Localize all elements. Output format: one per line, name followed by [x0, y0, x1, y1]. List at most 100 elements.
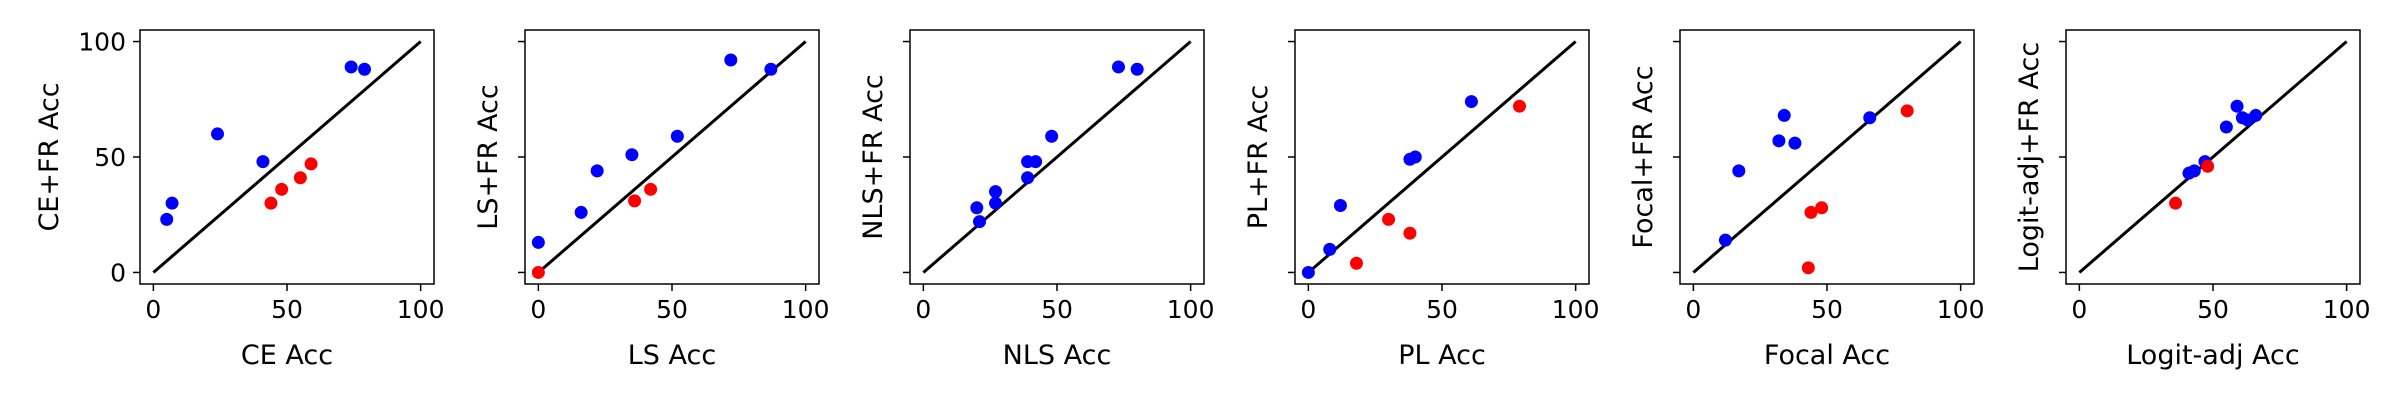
data-point-2 — [574, 205, 588, 219]
data-point-2 — [1323, 242, 1337, 256]
y-tick-label: 0 — [110, 258, 126, 287]
data-point-1 — [1301, 265, 1315, 279]
data-point-6 — [1464, 95, 1478, 109]
data-point-7 — [764, 62, 778, 76]
data-point-1 — [1718, 233, 1732, 247]
data-point-9 — [293, 171, 307, 185]
y-axis-label: LS+FR Acc — [473, 84, 504, 229]
subplot-3: 0 50 100 NLS Acc NLS+FR Acc — [858, 29, 1215, 371]
data-point-5 — [2230, 99, 2244, 113]
x-tick-label: 100 — [2323, 295, 2371, 324]
y-tick-label: 50 — [94, 143, 126, 172]
subplot-5: 0 50 100 Focal Acc Focal+FR Acc — [1628, 29, 1985, 371]
data-point-3 — [590, 164, 604, 178]
subplot-1: 0 50 100 0 50 100 CE Acc CE+FR Acc — [34, 28, 444, 371]
data-point-10 — [1900, 104, 1914, 118]
data-point-5 — [344, 60, 358, 74]
data-point-10 — [644, 182, 658, 196]
data-point-7 — [1801, 261, 1815, 275]
x-tick-label: 50 — [1426, 295, 1458, 324]
data-point-4 — [989, 185, 1003, 199]
data-point-6 — [1863, 111, 1877, 125]
y-axis-label: CE+FR Acc — [34, 82, 65, 231]
x-axis-label: NLS Acc — [1003, 340, 1112, 371]
x-tick-label: 100 — [397, 295, 445, 324]
data-point-9 — [1815, 201, 1829, 215]
diagonal-line — [922, 40, 1192, 274]
data-point-6 — [358, 62, 372, 76]
data-point-5 — [1788, 136, 1802, 150]
data-point-8 — [275, 182, 289, 196]
diagonal-line — [537, 40, 807, 274]
data-point-3 — [989, 196, 1003, 210]
data-point-3 — [211, 127, 225, 141]
x-tick-label: 50 — [271, 295, 303, 324]
data-point-9 — [1403, 226, 1417, 240]
x-tick-label: 0 — [1300, 295, 1316, 324]
data-point-4 — [256, 155, 270, 169]
data-point-3 — [1333, 198, 1347, 212]
x-tick-label: 50 — [2197, 295, 2229, 324]
data-point-9 — [628, 194, 642, 208]
data-point-2 — [2187, 164, 2201, 178]
data-point-2 — [165, 196, 179, 210]
data-point-4 — [2219, 120, 2233, 134]
data-point-8 — [2249, 108, 2263, 122]
data-point-6 — [724, 53, 738, 67]
y-tick-label: 100 — [78, 28, 126, 57]
data-point-8 — [531, 265, 545, 279]
x-tick-label: 100 — [1167, 295, 1215, 324]
x-tick-label: 0 — [1685, 295, 1701, 324]
data-point-8 — [1382, 212, 1396, 226]
x-axis-label: LS Acc — [628, 340, 716, 371]
x-tick-label: 100 — [1937, 295, 1985, 324]
data-point-2 — [970, 201, 984, 215]
data-point-1 — [531, 235, 545, 249]
data-point-2 — [1732, 164, 1746, 178]
x-tick-label: 0 — [915, 295, 931, 324]
data-point-10 — [304, 157, 318, 171]
diagonal-line — [152, 40, 422, 274]
data-point-1 — [972, 215, 986, 229]
data-point-7 — [1029, 155, 1043, 169]
data-point-7 — [264, 196, 278, 210]
data-point-10 — [1513, 99, 1527, 113]
diagonal-line — [1307, 40, 1577, 274]
x-tick-label: 0 — [2071, 295, 2087, 324]
data-point-1 — [160, 212, 174, 226]
diagonal-line — [1692, 40, 1962, 274]
subplot-2: 0 50 100 LS Acc LS+FR Acc — [473, 29, 830, 371]
data-point-8 — [1045, 129, 1059, 143]
x-tick-label: 0 — [145, 295, 161, 324]
data-point-5 — [670, 129, 684, 143]
data-point-9 — [2169, 196, 2183, 210]
data-point-3 — [1772, 134, 1786, 148]
x-tick-label: 100 — [1552, 295, 1600, 324]
subplot-6: 0 50 100 Logit-adj Acc Logit-adj+FR Acc — [2014, 29, 2371, 371]
diagonal-line — [2078, 40, 2348, 274]
y-axis-label: Focal+FR Acc — [1628, 65, 1659, 248]
x-tick-label: 50 — [1041, 295, 1073, 324]
y-axis-label: Logit-adj+FR Acc — [2014, 42, 2045, 272]
data-point-10 — [2201, 159, 2215, 173]
data-point-10 — [1130, 62, 1144, 76]
x-tick-label: 50 — [1811, 295, 1843, 324]
data-point-7 — [1349, 256, 1363, 270]
x-tick-label: 0 — [530, 295, 546, 324]
x-axis-label: Logit-adj Acc — [2126, 340, 2300, 371]
subplot-4: 0 50 100 PL Acc PL+FR Acc — [1243, 29, 1600, 371]
x-tick-label: 100 — [782, 295, 830, 324]
data-point-4 — [1777, 108, 1791, 122]
data-point-9 — [1111, 60, 1125, 74]
x-axis-label: PL Acc — [1398, 340, 1486, 371]
y-axis-label: NLS+FR Acc — [858, 74, 889, 240]
y-axis-label: PL+FR Acc — [1243, 85, 1274, 230]
data-point-4 — [625, 148, 639, 162]
data-point-8 — [1804, 205, 1818, 219]
x-axis-label: CE Acc — [241, 340, 333, 371]
data-point-5 — [1021, 171, 1035, 185]
x-axis-label: Focal Acc — [1764, 340, 1890, 371]
x-tick-label: 50 — [656, 295, 688, 324]
data-point-5 — [1408, 150, 1422, 164]
